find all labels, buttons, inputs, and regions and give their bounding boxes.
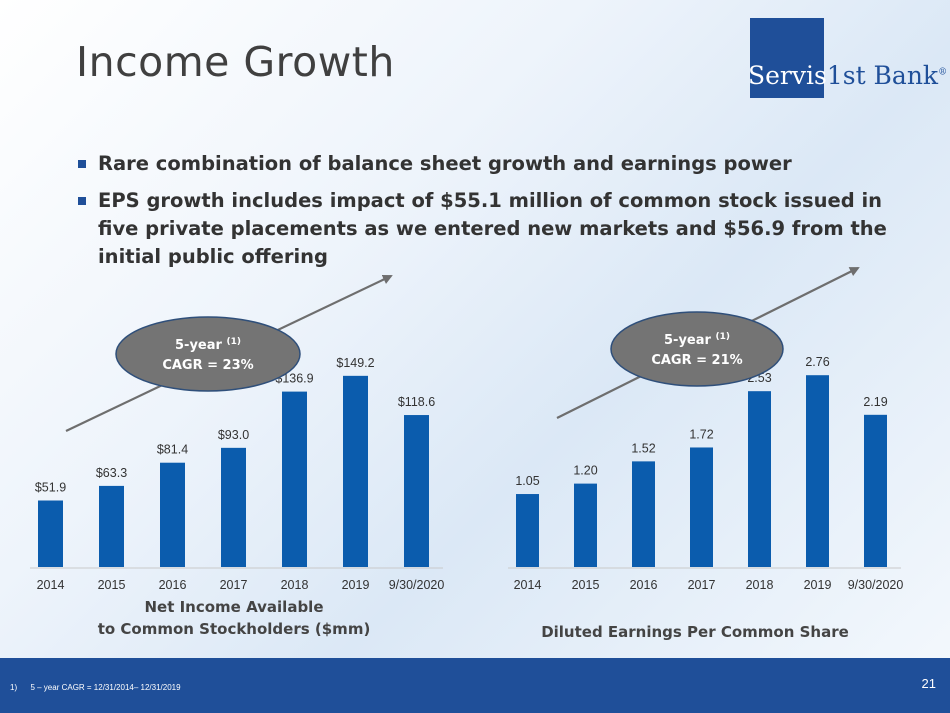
bullet-square-icon <box>78 160 86 168</box>
chart-title: to Common Stockholders ($mm) <box>98 620 371 638</box>
charts-canvas: $51.92014$63.32015$81.42016$93.02017$136… <box>30 267 904 641</box>
bar-2016 <box>632 461 655 567</box>
tick-label: 2016 <box>159 578 187 592</box>
tick-label: 2017 <box>688 578 716 592</box>
logo-mark: ® <box>938 67 948 78</box>
data-label: 1.72 <box>689 427 713 441</box>
footer-bar: 1) 5 – year CAGR = 12/31/2014– 12/31/201… <box>0 658 950 713</box>
data-label: $63.3 <box>96 466 127 480</box>
bar-9/30/2020 <box>404 415 429 567</box>
callout-label: 5-year <box>175 338 226 353</box>
cagr-callout: 5-year (1) CAGR = 23% <box>115 316 301 392</box>
slide-title: Income Growth <box>76 38 395 86</box>
data-label: 1.52 <box>631 441 655 455</box>
callout-ellipse <box>115 316 301 392</box>
bar-2017 <box>221 447 246 567</box>
logo-primary: Servis <box>748 61 827 90</box>
bar-2015 <box>574 483 597 567</box>
bar-2018 <box>748 391 771 567</box>
footnote: 1) 5 – year CAGR = 12/31/2014– 12/31/201… <box>10 683 181 692</box>
data-label: 1.05 <box>515 474 539 488</box>
logo-box <box>750 18 824 98</box>
cagr-callout: 5-year (1) CAGR = 21% <box>610 311 784 387</box>
bar-2014 <box>516 494 539 567</box>
bullet-text: EPS growth includes impact of $55.1 mill… <box>98 189 887 268</box>
tick-label: 2015 <box>98 578 126 592</box>
data-label: $149.2 <box>336 356 374 370</box>
callout-sup: (1) <box>715 332 730 342</box>
callout-ellipse <box>610 311 784 387</box>
net-income-chart: $51.92014$63.32015$81.42016$93.02017$136… <box>30 274 445 638</box>
callout-line2: CAGR = 23% <box>162 358 253 373</box>
bar-2016 <box>160 462 185 567</box>
bar-2019 <box>343 375 368 567</box>
tick-label: 9/30/2020 <box>848 578 904 592</box>
tick-label: 2018 <box>281 578 309 592</box>
bar-2018 <box>282 391 307 567</box>
callout-line1: 5-year (1) <box>664 332 730 348</box>
eps-chart: 1.0520141.2020151.5220161.7220172.532018… <box>508 267 904 641</box>
bank-logo: Servis1st Bank® <box>748 61 947 90</box>
tick-label: 9/30/2020 <box>389 578 445 592</box>
tick-label: 2019 <box>342 578 370 592</box>
bar-9/30/2020 <box>864 414 887 567</box>
bar-2017 <box>690 447 713 567</box>
data-label: $118.6 <box>398 395 435 409</box>
data-label: 2.76 <box>805 355 829 369</box>
chart-title: Net Income Available <box>144 598 323 616</box>
data-label: $81.4 <box>157 443 188 457</box>
data-label: $93.0 <box>218 428 249 442</box>
data-label: $51.9 <box>35 481 66 495</box>
chart-title: Diluted Earnings Per Common Share <box>541 623 849 641</box>
tick-label: 2014 <box>514 578 542 592</box>
tick-label: 2015 <box>572 578 600 592</box>
tick-label: 2019 <box>804 578 832 592</box>
callout-line2: CAGR = 21% <box>651 353 742 368</box>
bullet-text: Rare combination of balance sheet growth… <box>98 152 792 175</box>
callout-label: 5-year <box>664 333 715 348</box>
callout-line1: 5-year (1) <box>175 337 241 353</box>
tick-label: 2018 <box>746 578 774 592</box>
bullet-square-icon <box>78 197 86 205</box>
bar-2019 <box>806 375 829 567</box>
page-number: 21 <box>921 676 936 691</box>
callout-sup: (1) <box>226 337 241 347</box>
logo-secondary: 1st Bank <box>826 61 939 90</box>
tick-label: 2016 <box>630 578 658 592</box>
tick-label: 2017 <box>220 578 248 592</box>
bullet-item: Rare combination of balance sheet growth… <box>76 150 896 178</box>
data-label: 1.20 <box>573 464 597 478</box>
tick-label: 2014 <box>37 578 65 592</box>
bullet-item: EPS growth includes impact of $55.1 mill… <box>76 187 896 271</box>
bar-2014 <box>38 500 63 567</box>
bullet-list: Rare combination of balance sheet growth… <box>76 150 896 280</box>
bar-2015 <box>99 485 124 567</box>
data-label: 2.19 <box>863 395 887 409</box>
